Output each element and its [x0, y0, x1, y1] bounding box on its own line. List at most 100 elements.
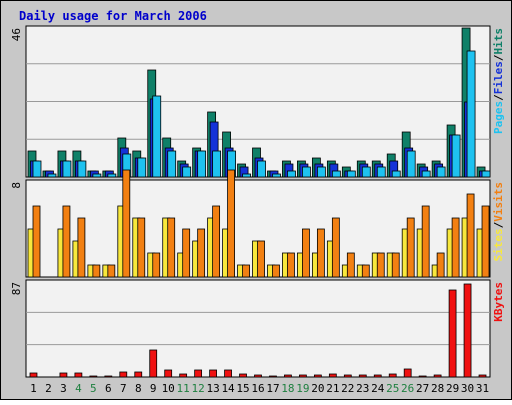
- side-label-part: Hits: [492, 28, 505, 55]
- bar-visits-day-7: [122, 169, 131, 278]
- bar-pages-day-25: [391, 170, 401, 178]
- bar-visits-day-16: [257, 240, 265, 278]
- x-tick-label: 27: [416, 382, 429, 395]
- bar-kbytes-day-23: [358, 374, 367, 378]
- bar-visits-day-25: [391, 252, 400, 278]
- bar-visits-day-17: [272, 264, 280, 278]
- bar-visits-day-23: [361, 264, 370, 278]
- side-label-part: Sites: [492, 228, 505, 261]
- x-tick-label: 3: [60, 382, 67, 395]
- side-label-part: Pages: [492, 101, 505, 134]
- x-tick-label: 28: [431, 382, 444, 395]
- bar-kbytes-day-14: [224, 369, 232, 378]
- bar-visits-day-3: [62, 205, 71, 278]
- bar-visits-day-13: [212, 205, 221, 278]
- bar-visits-day-14: [227, 169, 235, 278]
- bar-visits-day-8: [137, 217, 146, 278]
- bar-pages-day-3: [62, 160, 72, 178]
- bar-kbytes-day-10: [164, 369, 173, 378]
- bar-pages-day-16: [257, 160, 266, 178]
- bar-visits-day-27: [421, 205, 430, 278]
- side-label-part: KBytes: [492, 282, 505, 322]
- bar-kbytes-day-31: [478, 374, 487, 378]
- bar-kbytes-day-8: [134, 371, 143, 378]
- bar-kbytes-day-9: [149, 349, 158, 378]
- bar-kbytes-day-29: [448, 289, 457, 378]
- x-tick-label: 15: [236, 382, 249, 395]
- x-tick-label: 24: [371, 382, 385, 395]
- bar-kbytes-day-18: [284, 374, 292, 378]
- bar-pages-day-6: [107, 173, 117, 178]
- bar-visits-day-26: [406, 217, 415, 278]
- bar-kbytes-day-6: [104, 375, 113, 378]
- bar-visits-day-31: [481, 205, 490, 278]
- side-label-visits: Sites/Visits: [492, 182, 505, 262]
- bar-kbytes-day-20: [313, 374, 322, 378]
- x-tick-label: 25: [386, 382, 399, 395]
- bar-kbytes-day-13: [209, 369, 217, 378]
- side-label-part: /: [492, 54, 505, 61]
- bar-kbytes-day-5: [89, 375, 98, 378]
- x-tick-label: 14: [221, 382, 235, 395]
- bar-visits-day-30: [466, 193, 475, 278]
- x-tick-label: 30: [461, 382, 474, 395]
- bar-kbytes-day-4: [74, 372, 83, 378]
- bar-pages-day-20: [316, 166, 326, 178]
- ymax-label-hits: 46: [10, 28, 23, 41]
- bar-visits-day-10: [167, 217, 176, 278]
- plot-area-kbytes: [25, 279, 491, 378]
- bar-kbytes-day-19: [299, 374, 307, 378]
- bar-visits-day-5: [92, 264, 101, 278]
- x-tick-label: 8: [135, 382, 142, 395]
- bar-pages-day-4: [77, 160, 87, 178]
- bar-visits-day-15: [242, 264, 250, 278]
- x-tick-label: 6: [105, 382, 112, 395]
- x-tick-label: 29: [446, 382, 459, 395]
- side-label-part: Visits: [492, 182, 505, 222]
- x-tick-label: 13: [206, 382, 219, 395]
- bar-visits-day-21: [331, 217, 340, 278]
- side-label-part: /: [492, 221, 505, 228]
- bar-pages-day-23: [361, 166, 371, 178]
- bar-pages-day-1: [32, 160, 42, 178]
- bar-kbytes-day-28: [433, 374, 442, 378]
- bar-kbytes-day-17: [269, 375, 277, 378]
- bar-pages-day-5: [92, 173, 102, 178]
- x-tick-label: 18: [281, 382, 294, 395]
- x-tick-label: 16: [251, 382, 264, 395]
- panel-kbytes: 87 KBytes: [10, 279, 505, 378]
- bar-pages-day-12: [197, 150, 207, 178]
- bar-pages-day-13: [212, 150, 222, 178]
- ymax-label-visits: 8: [10, 182, 23, 189]
- bar-visits-day-4: [77, 217, 86, 278]
- ymax-label-kbytes: 87: [10, 282, 23, 295]
- bar-visits-day-9: [152, 252, 161, 278]
- x-tick-label: 7: [120, 382, 127, 395]
- x-tick-label: 9: [150, 382, 157, 395]
- x-tick-label: 19: [296, 382, 309, 395]
- x-tick-label: 21: [326, 382, 339, 395]
- bar-visits-day-22: [346, 252, 355, 278]
- bar-pages-day-26: [406, 150, 416, 178]
- chart-title: Daily usage for March 2006: [19, 9, 207, 23]
- bar-kbytes-day-16: [254, 374, 262, 378]
- x-tick-label: 1: [30, 382, 37, 395]
- bar-kbytes-day-26: [403, 368, 412, 378]
- bar-pages-day-2: [47, 173, 57, 178]
- bar-kbytes-day-30: [463, 283, 472, 378]
- bar-pages-day-27: [421, 170, 431, 178]
- bar-pages-day-8: [137, 157, 147, 178]
- bar-visits-day-18: [287, 252, 295, 278]
- bar-pages-day-18: [287, 170, 296, 178]
- x-tick-label: 2: [45, 382, 52, 395]
- bar-visits-day-19: [302, 228, 310, 278]
- bar-visits-day-6: [107, 264, 116, 278]
- bar-kbytes-day-24: [373, 374, 382, 378]
- bar-pages-day-22: [346, 170, 356, 178]
- side-label-hits: Pages/Files/Hits: [492, 28, 505, 134]
- bar-visits-day-20: [316, 228, 325, 278]
- bar-pages-day-30: [466, 50, 476, 178]
